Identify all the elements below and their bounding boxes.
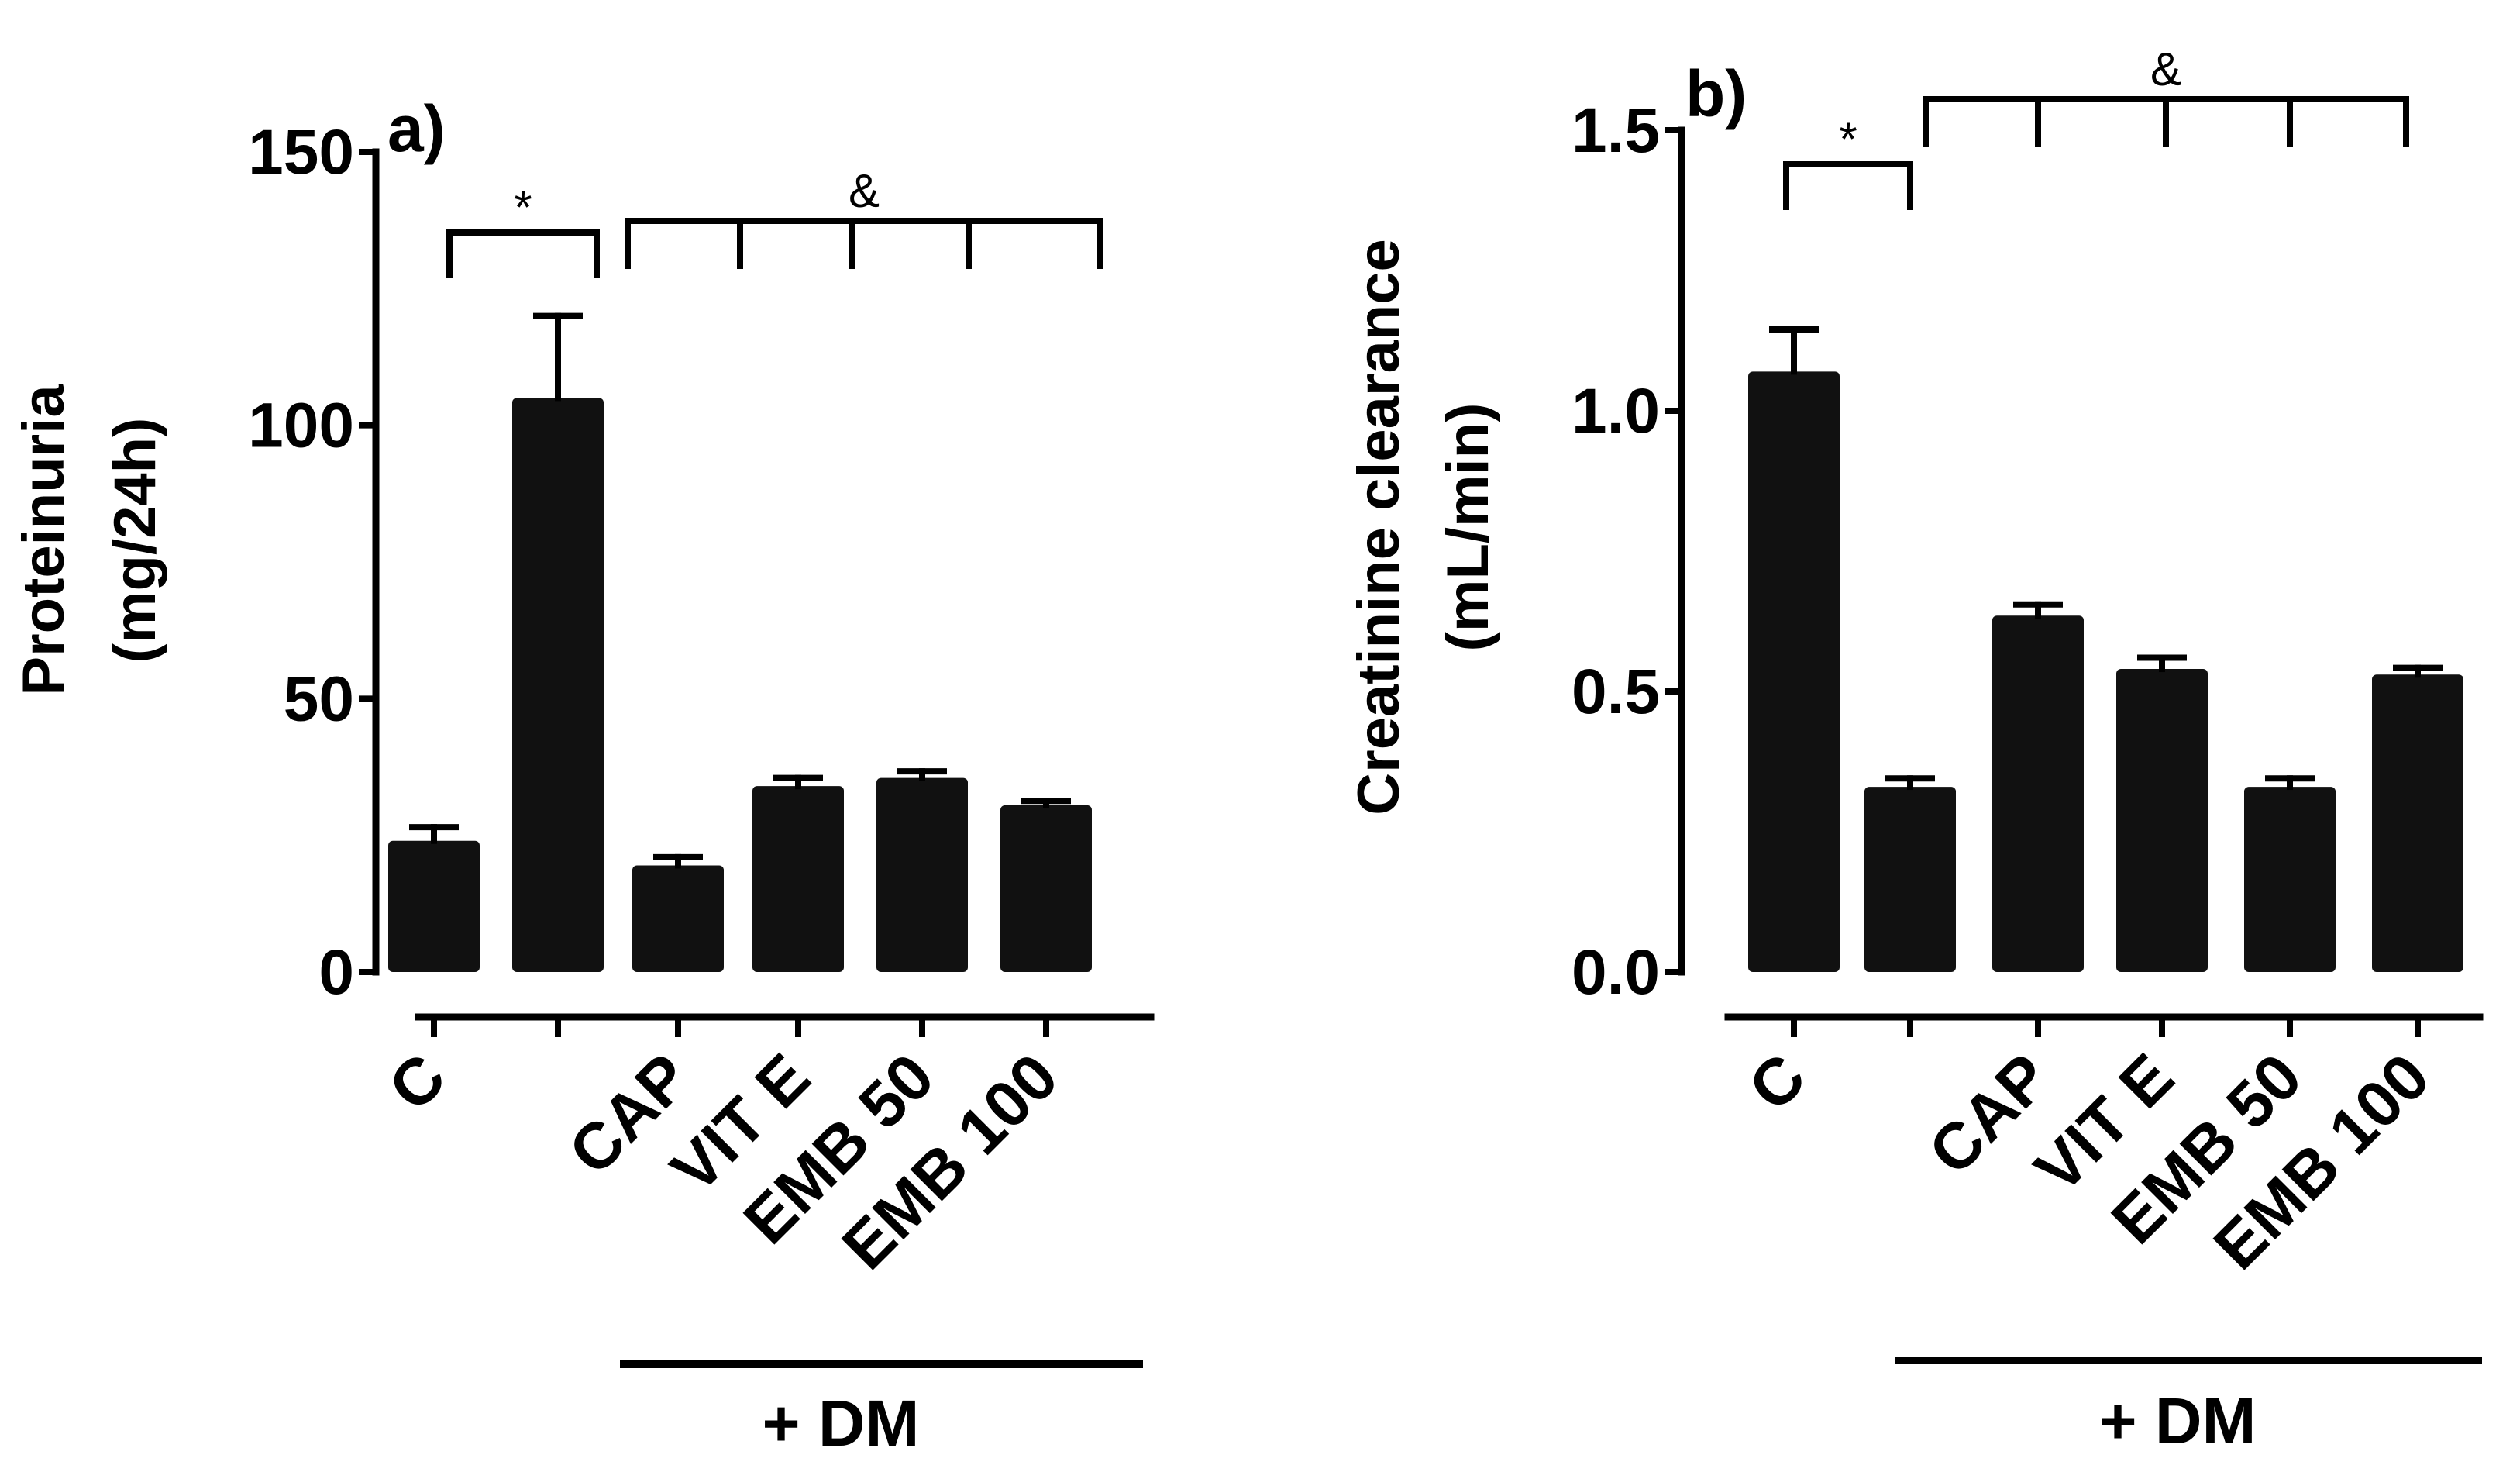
bar (1992, 615, 2084, 972)
y-tick-label: 1.0 (1572, 376, 1660, 446)
bar (1748, 371, 1840, 972)
y-tick-label: 50 (284, 664, 354, 734)
group-label: + DM (762, 1387, 919, 1460)
bar (2116, 669, 2208, 972)
y-axis-label: (mL/min) (1435, 403, 1501, 652)
bar (632, 865, 724, 972)
bar (2244, 787, 2336, 972)
y-tick-label: 1.5 (1572, 95, 1660, 166)
bar (2372, 674, 2463, 972)
y-axis-label: Proteinuria (11, 384, 77, 696)
bar (1864, 787, 1956, 972)
panel-label: b) (1685, 57, 1747, 130)
chart-panel-b: 0.0 0.5 1.0 1.5 Creatinine clearance (mL/min)… (1346, 43, 2484, 1457)
panel-label: a) (387, 92, 446, 165)
significance-star: * (514, 181, 532, 233)
y-axis-label: Creatinine clearance (1346, 239, 1412, 815)
x-tick-label: C (374, 1039, 459, 1124)
bar (876, 777, 968, 972)
group-label: + DM (2098, 1384, 2256, 1457)
y-tick-label: 0 (318, 937, 354, 1008)
bar (752, 786, 844, 972)
y-tick-label: 100 (248, 391, 354, 461)
bar (512, 398, 604, 972)
y-axis-label: (mg/24h) (102, 418, 168, 664)
significance-star: * (1839, 113, 1857, 165)
y-tick-label: 150 (248, 117, 354, 188)
y-tick-label: 0.5 (1572, 657, 1660, 727)
bar (388, 840, 480, 972)
x-tick-label: C (1734, 1039, 1819, 1124)
significance-ampersand: & (849, 165, 880, 217)
significance-ampersand: & (2150, 43, 2181, 95)
bar (1000, 805, 1092, 972)
y-tick-label: 0.0 (1572, 937, 1660, 1008)
